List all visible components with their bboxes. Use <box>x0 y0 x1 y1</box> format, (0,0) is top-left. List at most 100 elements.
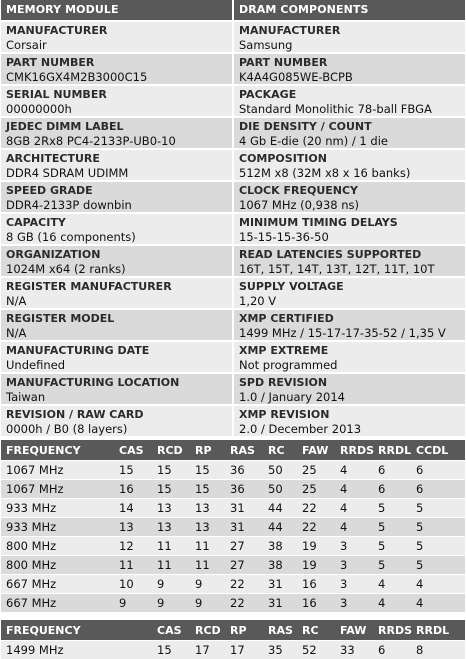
cell-cas: 13 <box>114 518 152 537</box>
field-value: 8GB 2Rx8 PC4-2133P-UB0-10 <box>6 134 227 149</box>
field-label: CLOCK FREQUENCY <box>239 184 460 198</box>
column-header-rrds: RRDS <box>373 620 411 641</box>
cell-rp: 17 <box>225 641 263 659</box>
cell-ras: 31 <box>225 518 263 537</box>
cell-rc: 52 <box>297 641 335 659</box>
field-label: PACKAGE <box>239 88 460 102</box>
field-label: XMP CERTIFIED <box>239 312 460 326</box>
column-header-frequency: FREQUENCY <box>1 620 152 641</box>
cell-rrdl: 5 <box>373 499 411 518</box>
field-value: Taiwan <box>6 390 227 405</box>
field-value: 1,20 V <box>239 294 460 309</box>
cell-rcd: 15 <box>152 480 190 499</box>
cell-faw: 25 <box>297 480 335 499</box>
field-value: 00000000h <box>6 102 227 117</box>
cell-cas: 16 <box>114 480 152 499</box>
column-header-ccdl: CCDL <box>411 440 465 461</box>
cell-frequency: 667 MHz <box>1 575 114 594</box>
cell-frequency: 1067 MHz <box>1 480 114 499</box>
cell-cas: 11 <box>114 556 152 575</box>
cell-rc: 44 <box>263 518 297 537</box>
field-label: REGISTER MANUFACTURER <box>6 280 227 294</box>
cell-faw: 22 <box>297 499 335 518</box>
cell-rrdl: 6 <box>373 480 411 499</box>
field-value: K4A4G085WE-BCPB <box>239 70 460 85</box>
cell-rrds: 4 <box>335 518 373 537</box>
field-label: SPEED GRADE <box>6 184 227 198</box>
field-label: ARCHITECTURE <box>6 152 227 166</box>
cell-ccdl: 4 <box>411 594 465 613</box>
field-label: PART NUMBER <box>6 56 227 70</box>
cell-faw: 16 <box>297 594 335 613</box>
field-label: JEDEC DIMM LABEL <box>6 120 227 134</box>
column-header-rp: RP <box>190 440 225 461</box>
cell-ras: 35 <box>263 641 297 659</box>
cell-faw: 16 <box>297 575 335 594</box>
cell-rrdl: 4 <box>373 594 411 613</box>
field-label: XMP EXTREME <box>239 344 460 358</box>
field-label: DIE DENSITY / COUNT <box>239 120 460 134</box>
field-label: SUPPLY VOLTAGE <box>239 280 460 294</box>
column-header-faw: FAW <box>335 620 373 641</box>
field-value: 1067 MHz (0,938 ns) <box>239 198 460 213</box>
cell-rc: 38 <box>263 537 297 556</box>
field-label: CAPACITY <box>6 216 227 230</box>
field-label: REVISION / RAW CARD <box>6 408 227 422</box>
field-value: N/A <box>6 326 227 341</box>
column-header-rc: RC <box>263 440 297 461</box>
cell-cas: 10 <box>114 575 152 594</box>
cell-rrds: 3 <box>335 575 373 594</box>
field-value: 1499 MHz / 15-17-17-35-52 / 1,35 V <box>239 326 460 341</box>
field-label: SERIAL NUMBER <box>6 88 227 102</box>
field-value: DDR4 SDRAM UDIMM <box>6 166 227 181</box>
column-header-rrds: RRDS <box>335 440 373 461</box>
cell-cas: 15 <box>152 641 190 659</box>
field-label: READ LATENCIES SUPPORTED <box>239 248 460 262</box>
cell-rrdl: 6 <box>373 461 411 480</box>
cell-frequency: 933 MHz <box>1 518 114 537</box>
cell-frequency: 800 MHz <box>1 556 114 575</box>
cell-ccdl: 6 <box>411 480 465 499</box>
field-value: Corsair <box>6 38 227 53</box>
field-value: DDR4-2133P downbin <box>6 198 227 213</box>
cell-frequency: 667 MHz <box>1 594 114 613</box>
field-label: REGISTER MODEL <box>6 312 227 326</box>
column-header-faw: FAW <box>297 440 335 461</box>
field-value: 8 GB (16 components) <box>6 230 227 245</box>
cell-rrds: 3 <box>335 594 373 613</box>
cell-rrdl: 8 <box>411 641 465 659</box>
field-value: 4 Gb E-die (20 nm) / 1 die <box>239 134 460 149</box>
cell-rcd: 9 <box>152 594 190 613</box>
cell-cas: 14 <box>114 499 152 518</box>
cell-rc: 50 <box>263 480 297 499</box>
cell-rc: 44 <box>263 499 297 518</box>
cell-ras: 27 <box>225 556 263 575</box>
cell-faw: 19 <box>297 537 335 556</box>
cell-ras: 22 <box>225 594 263 613</box>
cell-rrds: 4 <box>335 461 373 480</box>
dram-components-header: DRAM COMPONENTS <box>234 0 465 20</box>
column-header-ras: RAS <box>225 440 263 461</box>
cell-frequency: 1067 MHz <box>1 461 114 480</box>
field-label: MANUFACTURER <box>6 24 227 38</box>
cell-ccdl: 5 <box>411 537 465 556</box>
cell-faw: 19 <box>297 556 335 575</box>
